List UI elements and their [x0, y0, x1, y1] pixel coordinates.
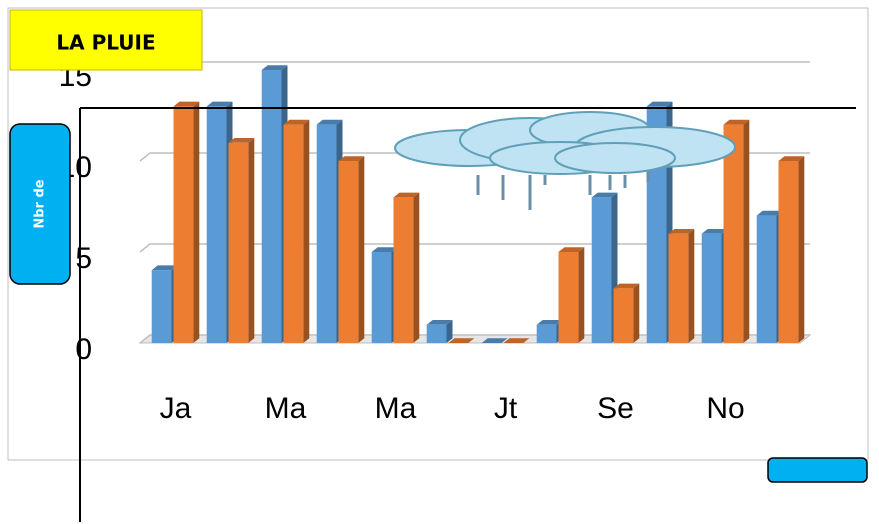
x-tick-label: Ma	[265, 392, 307, 425]
bar-front	[536, 324, 557, 343]
plot-area: Ja Ma Ma Jt Se No	[138, 61, 812, 425]
y-tick-label: 0	[75, 333, 92, 366]
bar-side	[193, 101, 200, 343]
bar-side	[303, 119, 310, 343]
bar-top	[393, 192, 420, 198]
bar-side	[446, 320, 453, 343]
bar-front	[316, 124, 337, 343]
grid-line	[139, 334, 810, 344]
bar-side	[578, 247, 585, 343]
bar	[173, 101, 200, 344]
bar-top	[756, 210, 783, 216]
bar	[393, 192, 420, 343]
bar-top	[371, 247, 398, 252]
bar-front	[393, 197, 414, 343]
bar	[723, 119, 750, 343]
bar	[503, 338, 530, 343]
chart-title: LA PLUIE	[56, 31, 155, 55]
bar-top	[338, 156, 365, 161]
bar-side	[688, 229, 695, 343]
bar	[228, 138, 255, 343]
bar-top	[503, 338, 530, 343]
x-tick-label: Ma	[375, 392, 417, 425]
bar-front	[228, 142, 249, 343]
title-box	[9, 9, 203, 71]
bar	[448, 338, 475, 343]
bar-top	[778, 156, 805, 161]
bar-side	[248, 138, 255, 343]
bar-top	[701, 229, 728, 234]
bar-side	[358, 156, 365, 343]
bar-front	[558, 252, 579, 343]
bar-top	[558, 247, 585, 252]
bar-top	[536, 320, 563, 325]
bar-top	[591, 192, 618, 198]
bar-top	[316, 119, 343, 125]
bar-top	[261, 65, 288, 70]
bar-front	[591, 197, 612, 343]
bar-front	[778, 161, 799, 343]
cloud	[394, 111, 736, 210]
bar-side	[633, 283, 640, 343]
bar-top	[668, 229, 695, 234]
bar-front	[701, 233, 722, 343]
bar-front	[426, 324, 447, 343]
ylabel-box	[9, 123, 71, 285]
y-tick-label: 5	[75, 242, 92, 275]
bar	[338, 156, 365, 343]
bar-top	[448, 338, 475, 343]
bar-front	[261, 70, 282, 343]
bar-front	[206, 106, 227, 344]
bar-top	[723, 119, 750, 125]
bar-front	[338, 161, 359, 343]
bar-top	[206, 101, 233, 107]
bar-side	[798, 156, 805, 343]
x-tick-label: Ja	[160, 392, 192, 425]
bar-top	[613, 283, 640, 289]
bar-front	[371, 252, 392, 343]
bar-front	[613, 288, 634, 343]
x-tick-label: No	[706, 392, 744, 425]
bar-side	[743, 119, 750, 343]
bar-top	[173, 101, 200, 107]
grid-line	[139, 243, 810, 253]
bar	[558, 247, 585, 343]
bar	[668, 229, 695, 343]
bar-front	[173, 106, 194, 344]
y-axis-label: Nbr de	[33, 179, 48, 228]
bar-front	[756, 215, 777, 343]
bar-front	[668, 233, 689, 343]
bar-top	[151, 265, 178, 271]
button[interactable]	[767, 457, 868, 483]
bar-front	[283, 124, 304, 343]
bar-top	[283, 119, 310, 125]
bar	[778, 156, 805, 343]
bar-front	[151, 270, 172, 343]
bar-top	[426, 320, 453, 325]
x-tick-label: Jt	[494, 392, 518, 425]
bar	[481, 338, 508, 343]
bar	[283, 119, 310, 343]
bar-side	[413, 192, 420, 343]
bar	[613, 283, 640, 343]
x-tick-label: Se	[597, 392, 634, 425]
bar-top	[228, 138, 255, 143]
bar-front	[723, 124, 744, 343]
bar	[426, 320, 453, 343]
bar-top	[481, 338, 508, 343]
bar-top	[646, 101, 673, 107]
